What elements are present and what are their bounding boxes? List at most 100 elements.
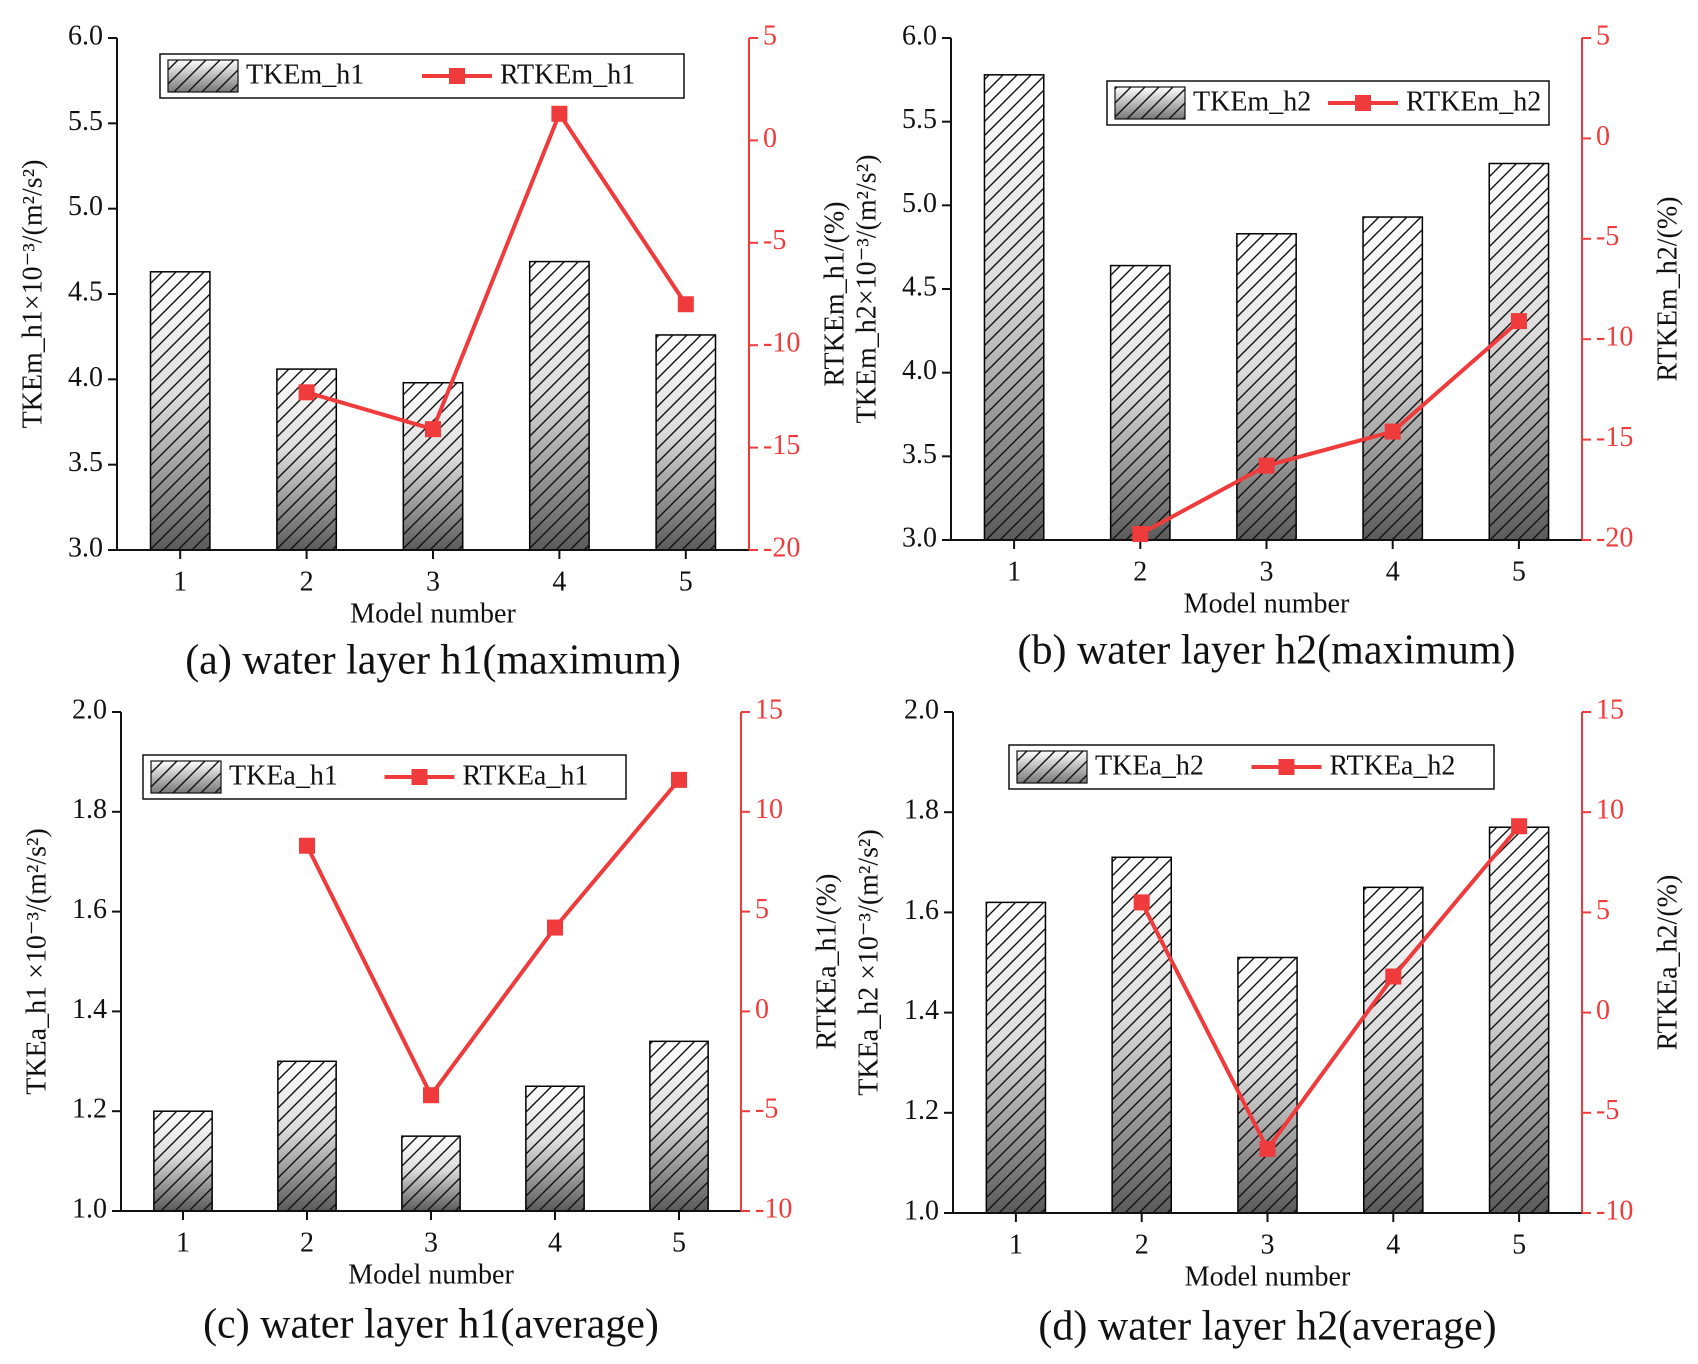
- y-tick-label: 4.5: [902, 271, 937, 302]
- y2-tick-label: 0: [1596, 995, 1610, 1026]
- legend-swatch-hatch: [1017, 751, 1087, 783]
- y-tick-label: 3.5: [68, 447, 103, 478]
- y2-tick-label: 0: [755, 994, 769, 1025]
- y2-tick-label: 5: [1596, 20, 1610, 51]
- line-marker: [1385, 968, 1402, 985]
- x-tick-label: 1: [1007, 556, 1021, 587]
- x-tick-label: 4: [1386, 556, 1400, 587]
- line-marker: [1133, 894, 1150, 911]
- y-axis-title: TKEa_h1 ×10⁻³/(m²/s²): [21, 828, 52, 1095]
- x-tick-label: 1: [173, 566, 187, 597]
- y-tick-label: 5.5: [68, 106, 103, 137]
- y-tick-label: 1.2: [904, 1095, 939, 1126]
- line-marker: [1132, 525, 1149, 542]
- x-tick-label: 3: [426, 566, 440, 597]
- legend-marker: [411, 769, 428, 785]
- bar-hatch: [649, 1041, 709, 1211]
- bar-hatch: [153, 1111, 213, 1211]
- x-tick-label: 3: [1261, 1229, 1275, 1260]
- y-tick-label: 1.4: [904, 995, 939, 1026]
- x-axis-title: Model number: [1184, 588, 1350, 619]
- bar-hatch: [1363, 217, 1423, 540]
- x-tick-label: 3: [424, 1227, 438, 1258]
- line-marker: [551, 105, 568, 122]
- y2-tick-label: 5: [755, 894, 769, 925]
- y2-tick-label: 5: [1596, 895, 1610, 926]
- line-marker: [1384, 423, 1401, 440]
- y-tick-label: 1.2: [72, 1094, 107, 1125]
- y2-axis-title: RTKEa_h1/(%): [811, 874, 842, 1050]
- x-tick-label: 4: [1386, 1229, 1400, 1260]
- caption: (c) water layer h1(average): [203, 1302, 659, 1348]
- bar-hatch: [1363, 887, 1423, 1213]
- legend-label: RTKEa_h1: [463, 760, 589, 791]
- legend-label: RTKEa_h2: [1330, 750, 1456, 781]
- y-tick-label: 1.8: [904, 795, 939, 826]
- bar-hatch: [984, 74, 1044, 541]
- bar-hatch: [1110, 265, 1170, 540]
- line-series: [1139, 824, 1521, 1153]
- y2-tick-label: -10: [1596, 1195, 1633, 1226]
- x-tick-label: 5: [679, 566, 693, 597]
- legend-swatch-hatch: [1115, 87, 1185, 119]
- y-tick-label: 2.0: [72, 694, 107, 725]
- bar-hatch: [277, 1061, 337, 1211]
- line-marker: [299, 837, 315, 854]
- y-tick-label: 1.4: [72, 994, 107, 1025]
- line-marker: [298, 384, 315, 401]
- y-tick-label: 5.0: [68, 191, 103, 222]
- x-tick-label: 2: [1135, 1229, 1149, 1260]
- line-marker: [1259, 1140, 1276, 1157]
- y-tick-label: 4.0: [902, 355, 937, 386]
- y2-tick-label: 0: [763, 123, 777, 154]
- caption: (d) water layer h2(average): [1038, 1304, 1496, 1350]
- x-tick-label: 1: [1009, 1229, 1023, 1260]
- legend-marker: [1355, 95, 1371, 111]
- y-tick-label: 6.0: [68, 20, 103, 51]
- x-tick-label: 2: [300, 566, 314, 597]
- line-marker: [671, 771, 687, 788]
- y2-tick-label: 5: [763, 20, 777, 51]
- bar-hatch: [1112, 857, 1172, 1213]
- bar-hatch: [1237, 957, 1298, 1213]
- y-tick-label: 4.0: [68, 362, 103, 393]
- legend-marker: [1278, 759, 1295, 775]
- y-tick-label: 1.8: [72, 794, 107, 825]
- caption: (b) water layer h2(maximum): [1018, 628, 1516, 674]
- line-marker: [1511, 818, 1528, 835]
- x-tick-label: 2: [300, 1227, 314, 1258]
- line-marker: [1258, 457, 1275, 474]
- y-tick-label: 5.0: [902, 188, 937, 219]
- bar-hatch: [1236, 233, 1297, 540]
- bar-hatch: [150, 271, 210, 550]
- y-axis-title: TKEa_h2 ×10⁻³/(m²/s²): [853, 829, 884, 1096]
- x-tick-label: 5: [672, 1227, 686, 1258]
- y2-tick-label: -15: [1596, 422, 1633, 453]
- y2-tick-label: -5: [755, 1094, 778, 1125]
- y-tick-label: 1.6: [72, 894, 107, 925]
- y2-tick-label: 0: [1596, 121, 1610, 152]
- y-tick-label: 1.0: [72, 1193, 107, 1224]
- y-tick-label: 3.0: [902, 522, 937, 553]
- y2-tick-label: 10: [755, 794, 783, 825]
- x-tick-label: 5: [1512, 1229, 1526, 1260]
- x-tick-label: 3: [1260, 556, 1274, 587]
- line-marker: [677, 296, 694, 313]
- line-series: [305, 778, 681, 1100]
- y2-tick-label: -10: [755, 1193, 792, 1224]
- y2-tick-label: -20: [763, 532, 800, 563]
- y2-tick-label: -20: [1596, 522, 1633, 553]
- caption: (a) water layer h1(maximum): [185, 638, 681, 684]
- legend-label: TKEm_h2: [1193, 86, 1311, 117]
- line-marker: [425, 421, 441, 438]
- bar-hatch: [656, 334, 716, 550]
- legend-label: RTKEm_h2: [1406, 86, 1541, 117]
- y2-tick-label: -10: [763, 328, 800, 359]
- line-marker: [423, 1087, 439, 1104]
- y-tick-label: 1.6: [904, 895, 939, 926]
- y2-tick-label: -10: [1596, 322, 1633, 353]
- y2-tick-label: -5: [1596, 221, 1619, 252]
- y-tick-label: 3.0: [68, 532, 103, 563]
- y2-tick-label: -5: [763, 225, 786, 256]
